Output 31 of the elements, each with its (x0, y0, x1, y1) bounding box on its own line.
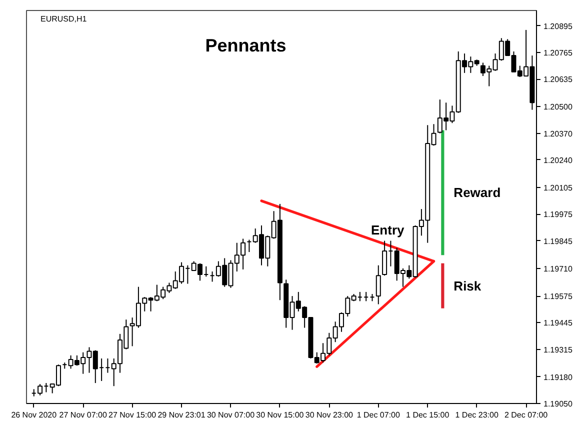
y-tick-label: 1.20500 (544, 102, 573, 112)
y-tick-label: 1.20105 (544, 184, 573, 193)
y-tick-label: 1.19315 (544, 345, 573, 354)
y-tick-label: 1.19975 (544, 210, 573, 220)
x-tick-label: 26 Nov 2020 (11, 410, 58, 420)
annotation: Entry (371, 222, 406, 238)
y-tick-label: 1.19710 (544, 264, 573, 274)
y-tick-label: 1.20635 (544, 75, 573, 84)
x-tick-label: 30 Nov 07:00 (206, 410, 256, 420)
x-tick-label: 27 Nov 07:00 (59, 410, 108, 420)
y-tick-label: 1.19445 (544, 318, 573, 328)
x-tick-label: 30 Nov 23:00 (305, 410, 354, 420)
x-tick-label: 1 Dec 15:00 (406, 410, 450, 420)
series-label: Reward (454, 185, 501, 200)
y-tick-label: 1.20240 (544, 156, 573, 165)
x-tick-label: 30 Nov 15:00 (256, 410, 304, 420)
text: Pennants (205, 36, 286, 56)
y-tick-label: 1.19575 (544, 292, 573, 302)
series-label: Risk (454, 278, 482, 294)
x-tick-label: 1 Dec 23:00 (455, 410, 499, 420)
y-tick-label: 1.20370 (544, 129, 573, 138)
y-tick-label: 1.20895 (544, 22, 573, 31)
x-tick-label: 27 Nov 15:00 (108, 410, 157, 420)
y-tick-label: 1.19180 (544, 372, 573, 382)
text: EURUSD,H1 (40, 14, 88, 24)
x-tick-label: 2 Dec 07:00 (504, 410, 548, 420)
x-tick-label: 29 Nov 23:01 (158, 410, 206, 420)
y-tick-label: 1.20765 (544, 48, 573, 58)
y-tick-label: 1.19050 (544, 400, 573, 408)
y-tick-label: 1.19845 (544, 236, 573, 246)
x-tick-label: 1 Dec 07:00 (356, 410, 401, 420)
